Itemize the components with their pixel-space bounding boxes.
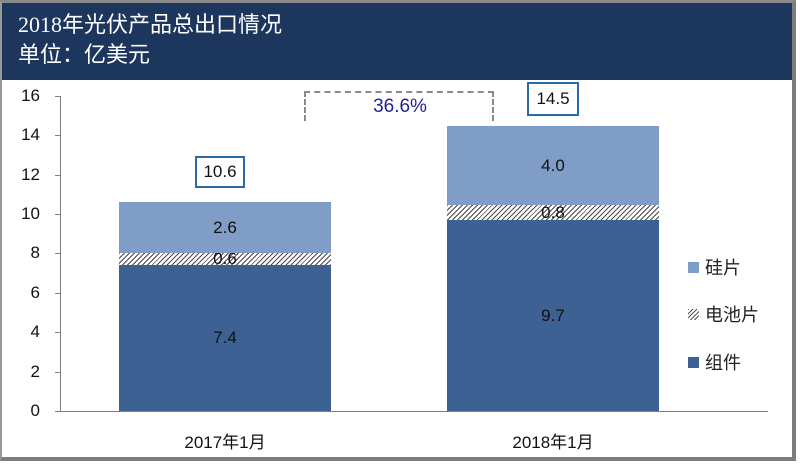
y-tick-mark [55, 253, 61, 254]
legend-item-module: 组件 [688, 349, 741, 375]
x-category-label: 2018年1月 [512, 433, 594, 452]
legend-label: 硅片 [705, 258, 741, 278]
y-tick-label: 14 [21, 125, 40, 144]
y-tick-mark [55, 214, 61, 215]
bar-2017-module: 7.4 [119, 265, 331, 411]
legend-swatch-cell-icon [688, 308, 699, 320]
bar-2018-cell: 0.8 [447, 202, 659, 222]
x-category-label: 2017年1月 [184, 433, 266, 452]
bar-value-label: 4.0 [541, 155, 565, 175]
y-tick-mark [55, 332, 61, 333]
legend-swatch-wafer-icon [688, 261, 699, 273]
chart-title: 2018年光伏产品总出口情况 [18, 12, 283, 37]
chart-unit: 单位：亿美元 [18, 42, 151, 67]
y-tick-label: 6 [30, 283, 40, 302]
bar-value-label: 9.7 [541, 305, 565, 325]
legend-swatch-module-icon [688, 356, 699, 368]
x-axis [60, 411, 768, 412]
growth-rate-label: 36.6% [373, 96, 427, 117]
y-tick-mark [55, 135, 61, 136]
bar-value-label: 0.6 [213, 249, 237, 268]
growth-bracket-left [304, 91, 306, 121]
y-tick-label: 4 [30, 322, 40, 341]
y-tick-mark [55, 411, 61, 412]
bar-2017-cell: 0.6 [119, 249, 331, 268]
legend-label: 组件 [705, 353, 741, 373]
y-tick-mark [55, 175, 61, 176]
y-tick-label: 10 [21, 204, 40, 223]
legend-item-wafer: 硅片 [688, 254, 741, 280]
bar-2018-module: 9.7 [447, 220, 659, 411]
y-tick-mark [55, 372, 61, 373]
bar-2017-wafer: 2.6 [119, 202, 331, 253]
y-tick-label: 16 [21, 86, 40, 105]
bar-2018-wafer: 4.0 [447, 126, 659, 205]
bar-value-label: 2.6 [213, 217, 237, 237]
legend-item-cell: 电池片 [688, 301, 759, 327]
bar-value-label: 7.4 [213, 328, 237, 347]
growth-bracket [304, 91, 494, 121]
y-tick-label: 0 [30, 401, 40, 420]
y-tick-label: 8 [30, 243, 40, 262]
y-axis [60, 96, 61, 412]
bar-value-label: 0.8 [541, 202, 565, 222]
growth-bracket-right [492, 91, 494, 121]
y-tick-mark [55, 293, 61, 294]
bar-2017-total: 10.6 [195, 156, 245, 188]
y-tick-label: 12 [21, 165, 40, 184]
bar-2018-total: 14.5 [527, 82, 579, 116]
y-tick-mark [55, 96, 61, 97]
y-tick-label: 2 [30, 362, 40, 381]
legend-label: 电池片 [705, 305, 759, 325]
chart-header: 2018年光伏产品总出口情况 单位：亿美元 [2, 3, 792, 80]
